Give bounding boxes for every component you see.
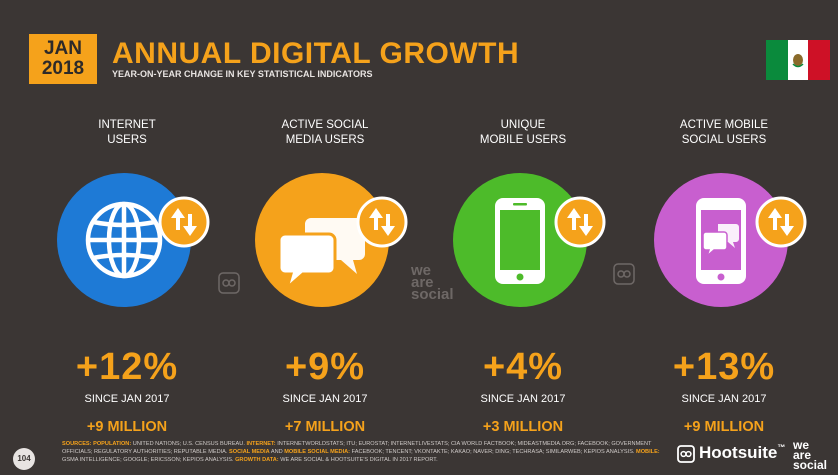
metric-percent: +13%: [672, 346, 776, 388]
metric-label: UNIQUE MOBILE USERS: [479, 119, 567, 146]
page-number: 104: [13, 448, 35, 470]
growth-arrows-icon: [356, 196, 408, 248]
owl-icon: [613, 263, 635, 285]
metric-since: SINCE JAN 2017: [84, 393, 170, 405]
date-year: 2018: [41, 58, 85, 79]
metric-mobile: UNIQUE MOBILE USERS +4% SINCE JAN 2017 +…: [433, 118, 613, 435]
metric-since: SINCE JAN 2017: [480, 393, 566, 405]
growth-arrows-icon: [554, 196, 606, 248]
metric-social: ACTIVE SOCIAL MEDIA USERS +9% SINCE JAN …: [235, 118, 415, 435]
metric-absolute: +3 MILLION: [482, 419, 564, 435]
we-are-social-watermark: we are social: [411, 262, 454, 303]
metric-since: SINCE JAN 2017: [681, 393, 767, 405]
globe-icon: [57, 173, 191, 307]
page-subtitle: YEAR-ON-YEAR CHANGE IN KEY STATISTICAL I…: [112, 69, 373, 79]
metric-internet: INTERNET USERS +12% SIN: [37, 118, 217, 435]
hootsuite-owl-icon: [677, 445, 695, 463]
metric-absolute: +7 MILLION: [284, 419, 366, 435]
metric-mobile-social: ACTIVE MOBILE SOCIAL USERS +13% SINCE JA…: [634, 118, 814, 435]
growth-arrows-icon: [158, 196, 210, 248]
mobile-chat-icon: [654, 173, 788, 307]
we-are-social-logo: we are social: [793, 438, 828, 472]
metric-percent: +12%: [75, 346, 179, 388]
date-month: JAN: [43, 38, 82, 59]
metric-label: ACTIVE SOCIAL MEDIA USERS: [281, 119, 369, 146]
page-title: ANNUAL DIGITAL GROWTH: [112, 37, 520, 70]
metric-label: ACTIVE MOBILE SOCIAL USERS: [679, 119, 769, 146]
owl-icon: [218, 272, 240, 294]
growth-arrows-icon: [755, 196, 807, 248]
hootsuite-logo: Hootsuite™: [699, 443, 786, 462]
smartphone-icon: [453, 173, 587, 307]
mexico-flag-icon: [766, 40, 830, 80]
metric-since: SINCE JAN 2017: [282, 393, 368, 405]
footer: 104 SOURCES: POPULATION: UNITED NATIONS;…: [0, 432, 838, 475]
sources-text: SOURCES: POPULATION: UNITED NATIONS; U.S…: [62, 441, 660, 463]
metric-absolute: +9 MILLION: [86, 419, 168, 435]
chat-bubbles-icon: [255, 173, 389, 307]
metric-percent: +9%: [284, 346, 366, 388]
metric-absolute: +9 MILLION: [683, 419, 765, 435]
date-badge: JAN 2018: [29, 34, 97, 84]
metric-label: INTERNET USERS: [98, 119, 156, 146]
metric-percent: +4%: [482, 346, 564, 388]
